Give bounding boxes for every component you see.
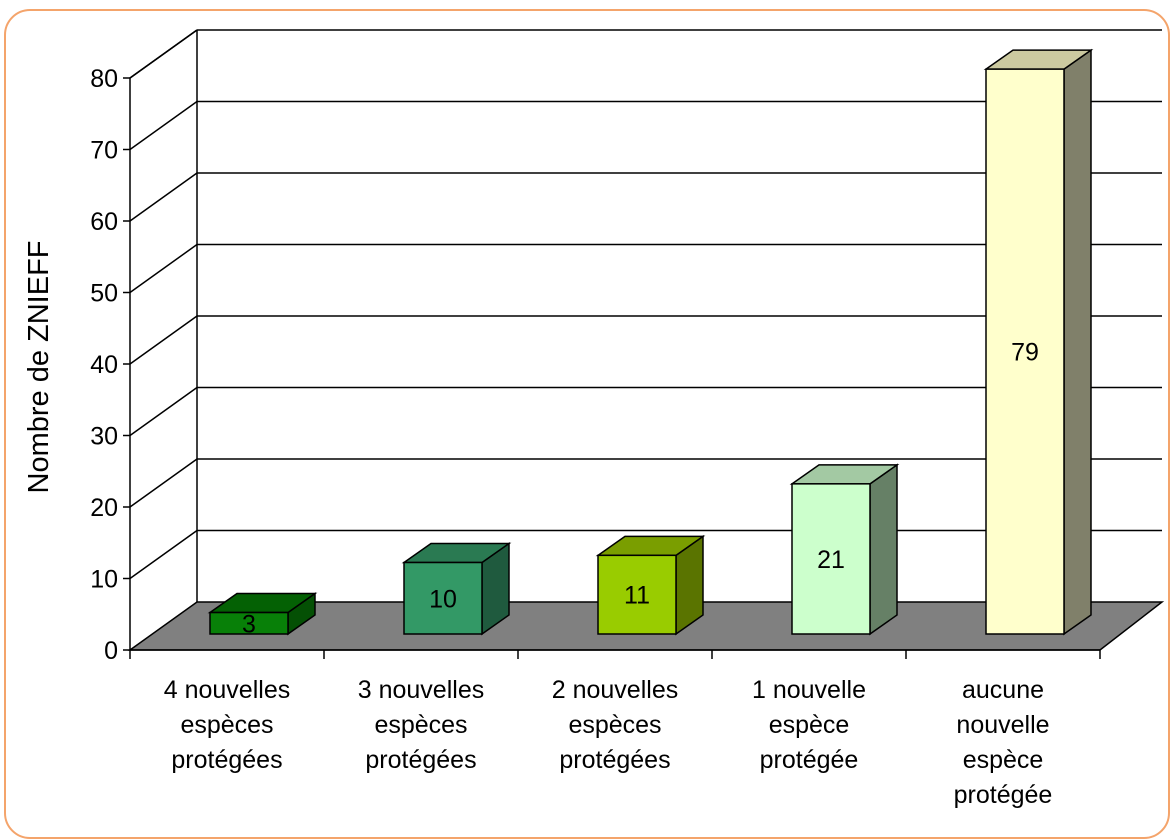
chart-frame (4, 9, 1170, 839)
y-tick-label: 60 (90, 208, 118, 236)
x-category-label-line: protégées (365, 746, 476, 774)
x-category-label: 3 nouvelles espèces protégées (358, 676, 484, 774)
x-category-label-line: espèces (374, 711, 467, 739)
y-tick-label: 70 (90, 137, 118, 165)
y-tick-label: 20 (90, 494, 118, 522)
bar-side (869, 463, 898, 636)
x-category-label-line: protégée (954, 781, 1053, 809)
bar-side (1063, 48, 1092, 636)
bar-front (597, 554, 677, 635)
y-tick-label: 80 (90, 65, 118, 93)
x-category-label-line: aucune (962, 676, 1044, 704)
bar-0 (207, 592, 318, 636)
y-tick-label: 0 (104, 637, 118, 665)
bar-front (403, 561, 483, 635)
x-category-label-line: espèces (180, 711, 273, 739)
bar-chart: 0 10 20 30 40 50 60 70 80 3 4 nouvelles espèces pro… (23, 29, 1165, 809)
labels: 3 4 nouvelles espèces protégées 10 3 nouvelle… (164, 339, 1053, 809)
x-category-label-line: espèce (963, 746, 1044, 774)
x-category-label-line: protégées (559, 746, 670, 774)
bar-front (791, 483, 871, 635)
bar-front (209, 611, 289, 635)
bar-4 (983, 48, 1094, 636)
y-tick-label: 50 (90, 280, 118, 308)
x-category-label: 1 nouvelle espèce protégée (752, 676, 866, 774)
x-category-label-line: protégée (760, 746, 859, 774)
gridline-side (129, 315, 198, 365)
data-label: 3 (242, 610, 256, 638)
x-category-label: 4 nouvelles espèces protégées (164, 676, 290, 774)
x-category-label-line: espèces (568, 711, 661, 739)
y-tick-label: 40 (90, 351, 118, 379)
gridline-side (129, 243, 198, 294)
bar-front (985, 68, 1065, 635)
x-category-label-line: 3 nouvelles (358, 676, 484, 704)
data-label: 79 (1011, 339, 1039, 367)
gridline-side (129, 386, 198, 437)
x-category-label-line: 4 nouvelles (164, 676, 290, 704)
data-label: 21 (817, 546, 845, 574)
x-category-label-line: nouvelle (956, 711, 1049, 739)
y-axis-label: Nombre de ZNIEFF (23, 241, 55, 494)
data-label: 11 (624, 582, 650, 610)
x-category-label: aucune nouvelle espèce protégée (954, 676, 1053, 809)
x-category-label: 2 nouvelles espèces protégées (552, 676, 678, 774)
axes: 0 10 20 30 40 50 60 70 80 (90, 65, 1101, 665)
gridline-side (129, 458, 198, 508)
x-category-label-line: protégées (171, 746, 282, 774)
y-tick-label: 10 (90, 566, 118, 594)
bars (207, 48, 1094, 636)
gridline-side (129, 29, 198, 79)
bar-2 (595, 534, 706, 636)
gridline-side (129, 172, 198, 222)
data-label: 10 (429, 585, 457, 613)
y-tick-label: 30 (90, 423, 118, 451)
bar-1 (401, 542, 512, 636)
chart-walls (129, 29, 198, 602)
bar-3 (789, 463, 900, 636)
gridline-side (129, 529, 198, 580)
x-category-label-line: espèce (769, 711, 850, 739)
gridline-side (129, 100, 198, 151)
x-category-label-line: 1 nouvelle (752, 676, 866, 704)
x-category-label-line: 2 nouvelles (552, 676, 678, 704)
